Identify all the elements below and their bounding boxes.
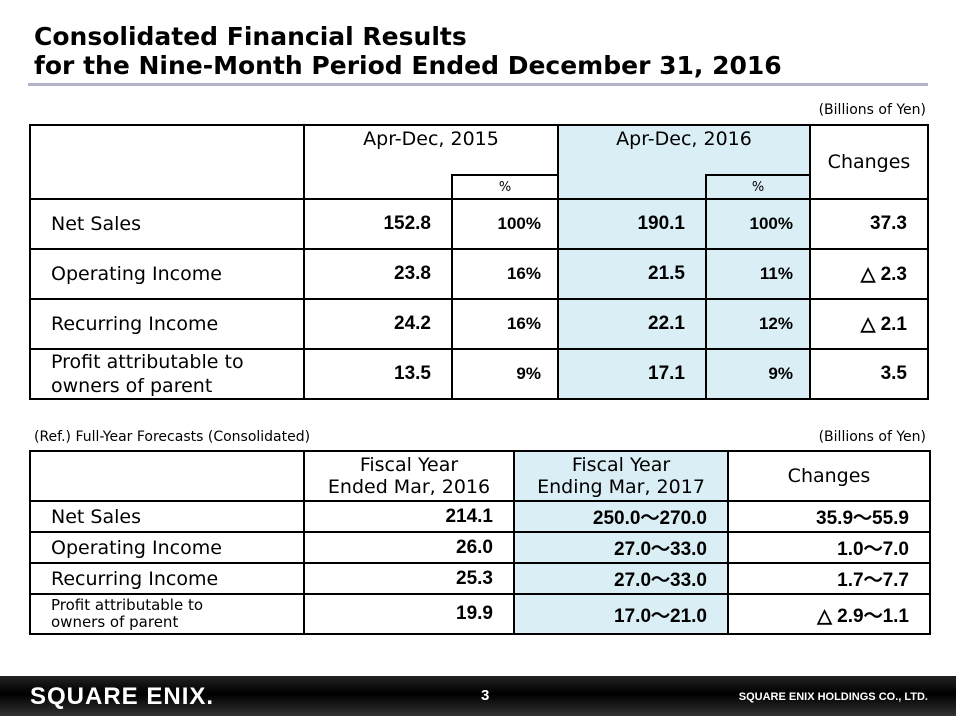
title-line-1: Consolidated Financial Results: [34, 22, 467, 51]
row-label-line-1: Profit attributable to: [51, 351, 244, 373]
pct-2015: 16%: [451, 248, 559, 300]
change-value: △ 2.3: [809, 248, 929, 300]
pct-header-2015: %: [451, 174, 559, 200]
footer-bar: [0, 676, 956, 716]
row-label: Profit attributable to owners of parent: [29, 348, 305, 400]
header-fy-ending-2017: Fiscal Year Ending Mar, 2017: [513, 450, 729, 502]
value-fy2016: 19.9: [303, 593, 515, 635]
value-2016: 17.1: [557, 348, 707, 400]
header-line-1: Fiscal Year: [571, 454, 671, 476]
table-row: Operating Income 23.8 16% 21.5 11% △ 2.3: [29, 248, 929, 300]
pct-2015: 100%: [451, 198, 559, 250]
company-name: SQUARE ENIX HOLDINGS CO., LTD.: [738, 691, 928, 703]
header-line-2: Ended Mar, 2016: [327, 476, 491, 498]
table-row: Operating Income 26.0 27.0～33.0 1.0～7.0: [29, 531, 931, 564]
table-row: Profit attributable to owners of parent …: [29, 348, 929, 400]
header-apr-dec-2015: Apr-Dec, 2015: [303, 124, 559, 175]
row-label: Profit attributable to owners of parent: [29, 593, 305, 635]
header-row: Fiscal Year Ended Mar, 2016 Fiscal Year …: [29, 450, 931, 502]
title-line-2: for the Nine-Month Period Ended December…: [34, 51, 782, 80]
value-2016: 21.5: [557, 248, 707, 300]
value-2016: 190.1: [557, 198, 707, 250]
header-row: Apr-Dec, 2015 Apr-Dec, 2016 Changes: [29, 124, 929, 200]
row-label: Operating Income: [29, 248, 305, 300]
row-label: Recurring Income: [29, 298, 305, 350]
table-row: Net Sales 152.8 100% 190.1 100% 37.3: [29, 198, 929, 250]
row-label: Operating Income: [29, 531, 305, 564]
table-row: Net Sales 214.1 250.0～270.0 35.9～55.9: [29, 500, 931, 533]
row-label: Net Sales: [29, 198, 305, 250]
table-row: Profit attributable to owners of parent …: [29, 593, 931, 635]
header-subrow: % %: [30, 174, 928, 200]
page-number: 3: [481, 687, 490, 704]
table-row: Recurring Income 25.3 27.0～33.0 1.7～7.7: [29, 562, 931, 595]
row-label: Recurring Income: [29, 562, 305, 595]
row-label: Net Sales: [29, 500, 305, 533]
change-value: 3.5: [809, 348, 929, 400]
row-label-line-2: owners of parent: [51, 613, 179, 631]
value-fy2017: 27.0～33.0: [513, 562, 729, 595]
value-2016: 22.1: [557, 298, 707, 350]
square-enix-logo: SQUARE ENIX.: [30, 683, 215, 710]
pct-2015: 9%: [451, 348, 559, 400]
row-label-line-1: Profit attributable to: [51, 596, 204, 614]
value-fy2016: 26.0: [303, 531, 515, 564]
header-blank: [29, 450, 305, 502]
value-2015: 23.8: [303, 248, 453, 300]
page-title: Consolidated Financial Results for the N…: [34, 22, 782, 80]
table2-units: (Billions of Yen): [818, 429, 926, 445]
pct-2016: 12%: [705, 298, 811, 350]
header-line-1: Fiscal Year: [359, 454, 459, 476]
header-blank: [29, 124, 305, 200]
value-fy2016: 214.1: [303, 500, 515, 533]
pct-2015: 16%: [451, 298, 559, 350]
results-table: Apr-Dec, 2015 Apr-Dec, 2016 Changes % % …: [29, 124, 929, 400]
change-value: 1.0～7.0: [727, 531, 931, 564]
value-fy2017: 17.0～21.0: [513, 593, 729, 635]
header-line-2: Ending Mar, 2017: [537, 476, 705, 498]
change-value: △ 2.9～1.1: [727, 593, 931, 635]
value-fy2017: 250.0～270.0: [513, 500, 729, 533]
value-fy2017: 27.0～33.0: [513, 531, 729, 564]
value-2015: 13.5: [303, 348, 453, 400]
pct-2016: 9%: [705, 348, 811, 400]
change-value: △ 2.1: [809, 298, 929, 350]
table2-caption: (Ref.) Full-Year Forecasts (Consolidated…: [34, 429, 311, 445]
change-value: 37.3: [809, 198, 929, 250]
header-changes: Changes: [809, 124, 929, 200]
value-fy2016: 25.3: [303, 562, 515, 595]
header-changes: Changes: [727, 450, 931, 502]
header-fy-ended-2016: Fiscal Year Ended Mar, 2016: [303, 450, 515, 502]
table1-units: (Billions of Yen): [818, 102, 926, 118]
table-row: Recurring Income 24.2 16% 22.1 12% △ 2.1: [29, 298, 929, 350]
row-label-line-2: owners of parent: [51, 375, 213, 397]
value-2015: 152.8: [303, 198, 453, 250]
header-apr-dec-2016: Apr-Dec, 2016: [557, 124, 811, 175]
title-underline: [28, 83, 928, 86]
change-value: 1.7～7.7: [727, 562, 931, 595]
forecast-table: Fiscal Year Ended Mar, 2016 Fiscal Year …: [29, 450, 931, 635]
pct-header-2016: %: [705, 174, 811, 200]
pct-2016: 11%: [705, 248, 811, 300]
change-value: 35.9～55.9: [727, 500, 931, 533]
pct-2016: 100%: [705, 198, 811, 250]
value-2015: 24.2: [303, 298, 453, 350]
